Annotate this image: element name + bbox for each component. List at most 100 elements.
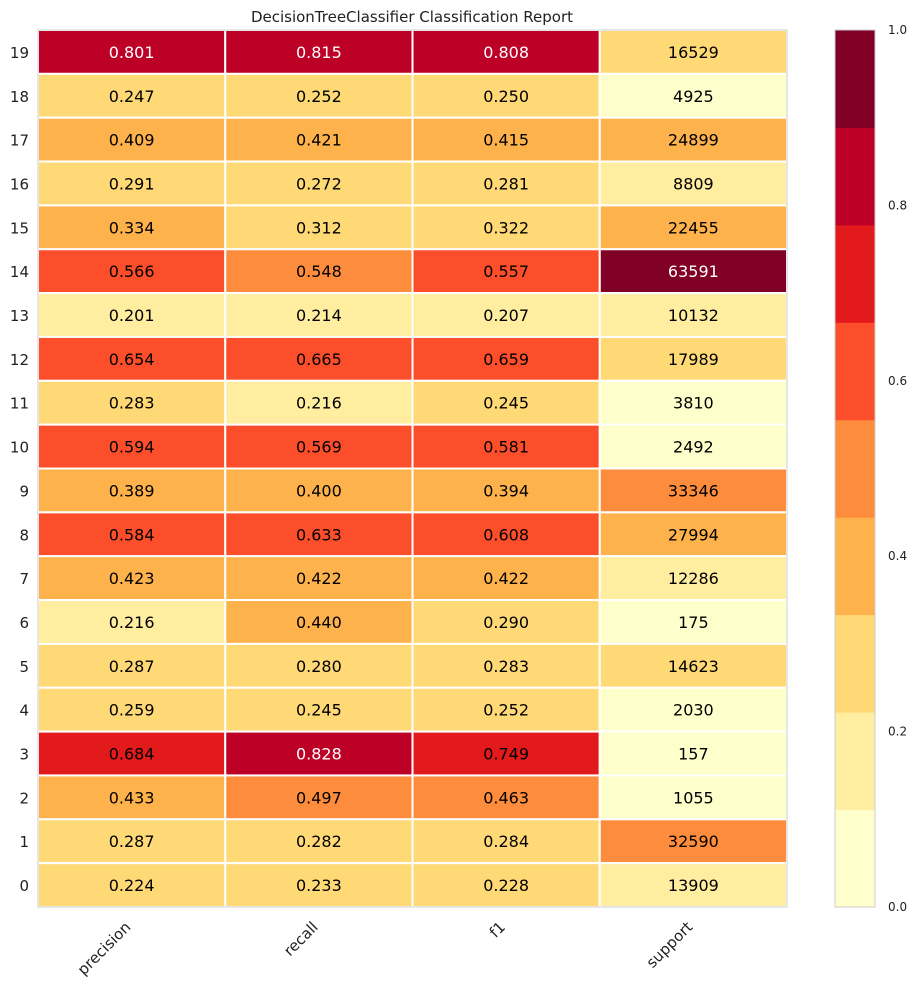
colorbar-segment [835, 127, 875, 226]
heatmap-cell [224, 116, 414, 163]
colorbar-tick-label: 0.0 [888, 900, 907, 914]
cell-value-label: 12286 [668, 569, 719, 588]
cell-value-label: 0.415 [483, 131, 529, 150]
y-tick-label: 6 [19, 614, 29, 632]
cell-value-label: 0.290 [483, 613, 529, 632]
colorbar-frame [834, 29, 876, 908]
y-tick-label: 7 [19, 570, 29, 588]
heatmap-cell [598, 160, 788, 207]
y-tick-label: 17 [10, 132, 29, 150]
cell-value-label: 0.233 [296, 876, 342, 895]
cell-value-label: 0.245 [483, 394, 529, 413]
cell-value-label: 0.633 [296, 525, 342, 544]
cell-value-label: 0.566 [109, 262, 155, 281]
colorbar-segment [835, 30, 875, 128]
cell-value-label: 0.247 [109, 87, 155, 106]
heatmap-cell [37, 511, 227, 558]
heatmap-cell [411, 248, 601, 295]
heatmap-cell [598, 774, 788, 821]
heatmap-cell [224, 818, 414, 865]
cell-value-label: 0.282 [296, 832, 342, 851]
colorbar-segment [835, 614, 875, 713]
cell-value-label: 0.281 [483, 174, 529, 193]
colorbar-segment [835, 517, 875, 616]
y-tick-label: 3 [19, 746, 29, 764]
heatmap-cell [411, 730, 601, 777]
heatmap-cell [224, 204, 414, 251]
cell-value-label: 0.224 [109, 876, 155, 895]
cell-value-label: 0.581 [483, 438, 529, 457]
x-tick-label: f1 [486, 918, 509, 941]
colorbar-segment [835, 712, 875, 811]
heatmap-cell [598, 379, 788, 426]
cell-value-label: 157 [678, 745, 709, 764]
cell-value-label: 0.608 [483, 525, 529, 544]
cell-value-label: 1055 [673, 788, 714, 807]
cell-value-label: 16529 [668, 43, 719, 62]
x-tick-label: recall [280, 918, 322, 960]
cell-value-label: 0.423 [109, 569, 155, 588]
cell-value-label: 0.828 [296, 745, 342, 764]
cell-value-label: 2492 [673, 438, 714, 457]
cell-value-label: 0.548 [296, 262, 342, 281]
heatmap-cell [224, 248, 414, 295]
colorbar-segment [835, 322, 875, 421]
heatmap-cell [224, 29, 414, 75]
cell-value-label: 0.400 [296, 481, 342, 500]
heatmap-cell [37, 423, 227, 470]
cell-value-label: 0.463 [483, 788, 529, 807]
cell-value-label: 33346 [668, 481, 719, 500]
cell-value-label: 24899 [668, 131, 719, 150]
heatmap-cell [411, 642, 601, 689]
heatmap-cells: 0.801 0.815 0.808 16529 0.247 0.252 0.250 4925 0… [37, 29, 788, 909]
heatmap-cell [411, 335, 601, 382]
cell-value-label: 0.422 [296, 569, 342, 588]
cell-value-label: 0.421 [296, 131, 342, 150]
cell-value-label: 0.440 [296, 613, 342, 632]
cell-value-label: 0.569 [296, 438, 342, 457]
cell-value-label: 0.665 [296, 350, 342, 369]
heatmap-cell [37, 686, 227, 733]
cell-value-label: 4925 [673, 87, 714, 106]
heatmap-cell [224, 511, 414, 558]
cell-value-label: 0.334 [109, 218, 155, 237]
plot-frame [37, 29, 788, 908]
y-tick-label: 19 [10, 44, 29, 62]
heatmap-cell [411, 292, 601, 338]
colorbar-tick-label: 0.2 [888, 725, 907, 739]
colorbar-segment [835, 224, 875, 323]
y-tick-label: 16 [10, 175, 29, 193]
cell-value-label: 0.389 [109, 481, 155, 500]
cell-value-label: 10132 [668, 306, 719, 325]
heatmap-cell [598, 599, 788, 645]
cell-value-label: 0.287 [109, 832, 155, 851]
colorbar-segment [835, 809, 875, 908]
cell-value-label: 0.245 [296, 701, 342, 720]
y-tick-label: 12 [10, 351, 29, 369]
heatmap-cell [598, 116, 788, 163]
heatmap-cell [224, 72, 414, 119]
colorbar-tick-label: 0.4 [888, 549, 907, 563]
heatmap-cell [411, 818, 601, 865]
colorbar-tick-label: 0.6 [888, 374, 907, 388]
cell-value-label: 0.201 [109, 306, 155, 325]
cell-value-label: 0.284 [483, 832, 529, 851]
colorbar-tick-label: 1.0 [888, 23, 907, 37]
cell-value-label: 32590 [668, 832, 719, 851]
y-tick-label: 5 [19, 658, 29, 676]
x-tick-labels: precision recall f1 support [74, 918, 696, 979]
heatmap-cell [598, 686, 788, 733]
heatmap-cell [224, 730, 414, 777]
cell-value-label: 63591 [668, 262, 719, 281]
cell-value-label: 0.801 [109, 43, 155, 62]
heatmap-cell [37, 555, 227, 602]
y-tick-label: 9 [19, 482, 29, 500]
cell-value-label: 0.207 [483, 306, 529, 325]
cell-value-label: 0.216 [296, 394, 342, 413]
y-tick-label: 1 [19, 833, 29, 851]
cell-value-label: 0.252 [483, 701, 529, 720]
cell-value-label: 0.422 [483, 569, 529, 588]
cell-value-label: 27994 [668, 525, 719, 544]
y-tick-label: 13 [10, 307, 29, 325]
